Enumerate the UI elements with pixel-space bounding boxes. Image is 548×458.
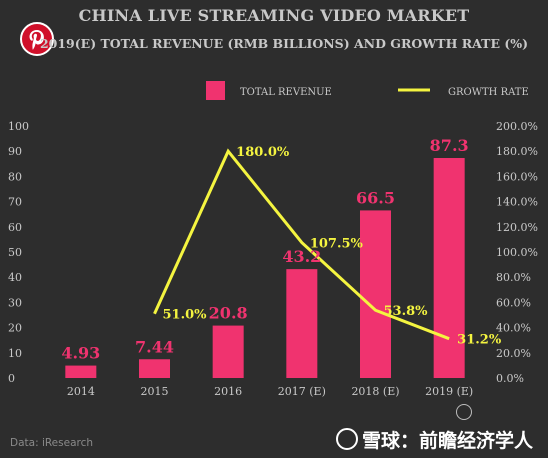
left-axis-tick-label: 80 bbox=[8, 170, 22, 183]
revenue-value-label: 7.44 bbox=[135, 337, 174, 356]
watermark-text: 雪球：前瞻经济学人 bbox=[362, 430, 534, 452]
right-axis-tick-label: 100.0% bbox=[496, 246, 538, 259]
growth-rate-label: 180.0% bbox=[236, 145, 290, 160]
revenue-bar bbox=[433, 158, 465, 378]
growth-rate-label: 51.0% bbox=[163, 308, 208, 323]
revenue-bar bbox=[360, 210, 391, 378]
data-source: Data: iResearch bbox=[10, 437, 94, 449]
x-axis-tick-label: 2018 (E) bbox=[351, 385, 399, 398]
growth-rate-label: 107.5% bbox=[310, 237, 364, 252]
right-axis-tick-label: 60.0% bbox=[496, 296, 531, 309]
revenue-value-label: 66.5 bbox=[356, 188, 395, 207]
legend-revenue-label: TOTAL REVENUE bbox=[240, 87, 332, 98]
x-axis-tick-label: 2016 bbox=[214, 385, 242, 398]
revenue-bar bbox=[212, 325, 244, 378]
chart-title: CHINA LIVE STREAMING VIDEO MARKET bbox=[78, 6, 470, 25]
x-axis-tick-label: 2017 (E) bbox=[278, 385, 326, 398]
legend-growth-label: GROWTH RATE bbox=[448, 87, 529, 98]
right-axis-tick-label: 0.0% bbox=[496, 372, 524, 385]
snowball-logo-icon bbox=[336, 428, 358, 450]
right-axis-tick-label: 160.0% bbox=[496, 170, 538, 183]
right-axis-tick-label: 200.0% bbox=[496, 120, 538, 133]
legend-revenue-swatch bbox=[206, 81, 225, 100]
revenue-value-label: 4.93 bbox=[61, 344, 100, 363]
right-axis-tick-label: 80.0% bbox=[496, 271, 531, 284]
revenue-bar bbox=[65, 365, 97, 378]
stamp-icon bbox=[456, 404, 472, 420]
left-axis-tick-label: 70 bbox=[8, 196, 22, 209]
growth-rate-label: 31.2% bbox=[457, 333, 502, 348]
left-axis-tick-label: 50 bbox=[8, 246, 22, 259]
left-axis-tick-label: 40 bbox=[8, 271, 22, 284]
right-axis-tick-label: 40.0% bbox=[496, 322, 531, 335]
left-axis-tick-label: 30 bbox=[8, 296, 22, 309]
growth-rate-label: 53.8% bbox=[384, 304, 429, 319]
left-axis-tick-label: 20 bbox=[8, 322, 22, 335]
right-axis-tick-label: 20.0% bbox=[496, 347, 531, 360]
left-axis-tick-label: 10 bbox=[8, 347, 22, 360]
watermark: 雪球：前瞻经济学人 bbox=[336, 426, 533, 453]
right-axis-tick-label: 140.0% bbox=[496, 196, 538, 209]
revenue-value-label: 87.3 bbox=[430, 136, 469, 155]
growth-rate-line bbox=[153, 148, 450, 341]
revenue-bar bbox=[139, 359, 170, 378]
left-axis-tick-label: 100 bbox=[8, 120, 29, 133]
revenue-value-label: 43.2 bbox=[282, 247, 321, 266]
left-axis-tick-label: 0 bbox=[8, 372, 15, 385]
x-axis-tick-label: 2019 (E) bbox=[425, 385, 473, 398]
left-axis-tick-label: 60 bbox=[8, 221, 22, 234]
right-axis-tick-label: 180.0% bbox=[496, 145, 538, 158]
pinterest-icon[interactable] bbox=[20, 22, 54, 56]
revenue-bar bbox=[286, 269, 318, 378]
x-axis-tick-label: 2014 bbox=[67, 385, 95, 398]
x-axis-tick-label: 2015 bbox=[141, 385, 169, 398]
left-axis-tick-label: 90 bbox=[8, 145, 22, 158]
right-axis-tick-label: 120.0% bbox=[496, 221, 538, 234]
revenue-value-label: 20.8 bbox=[209, 304, 248, 323]
chart-subtitle: 2019(E) TOTAL REVENUE (RMB BILLIONS) AND… bbox=[39, 36, 529, 51]
